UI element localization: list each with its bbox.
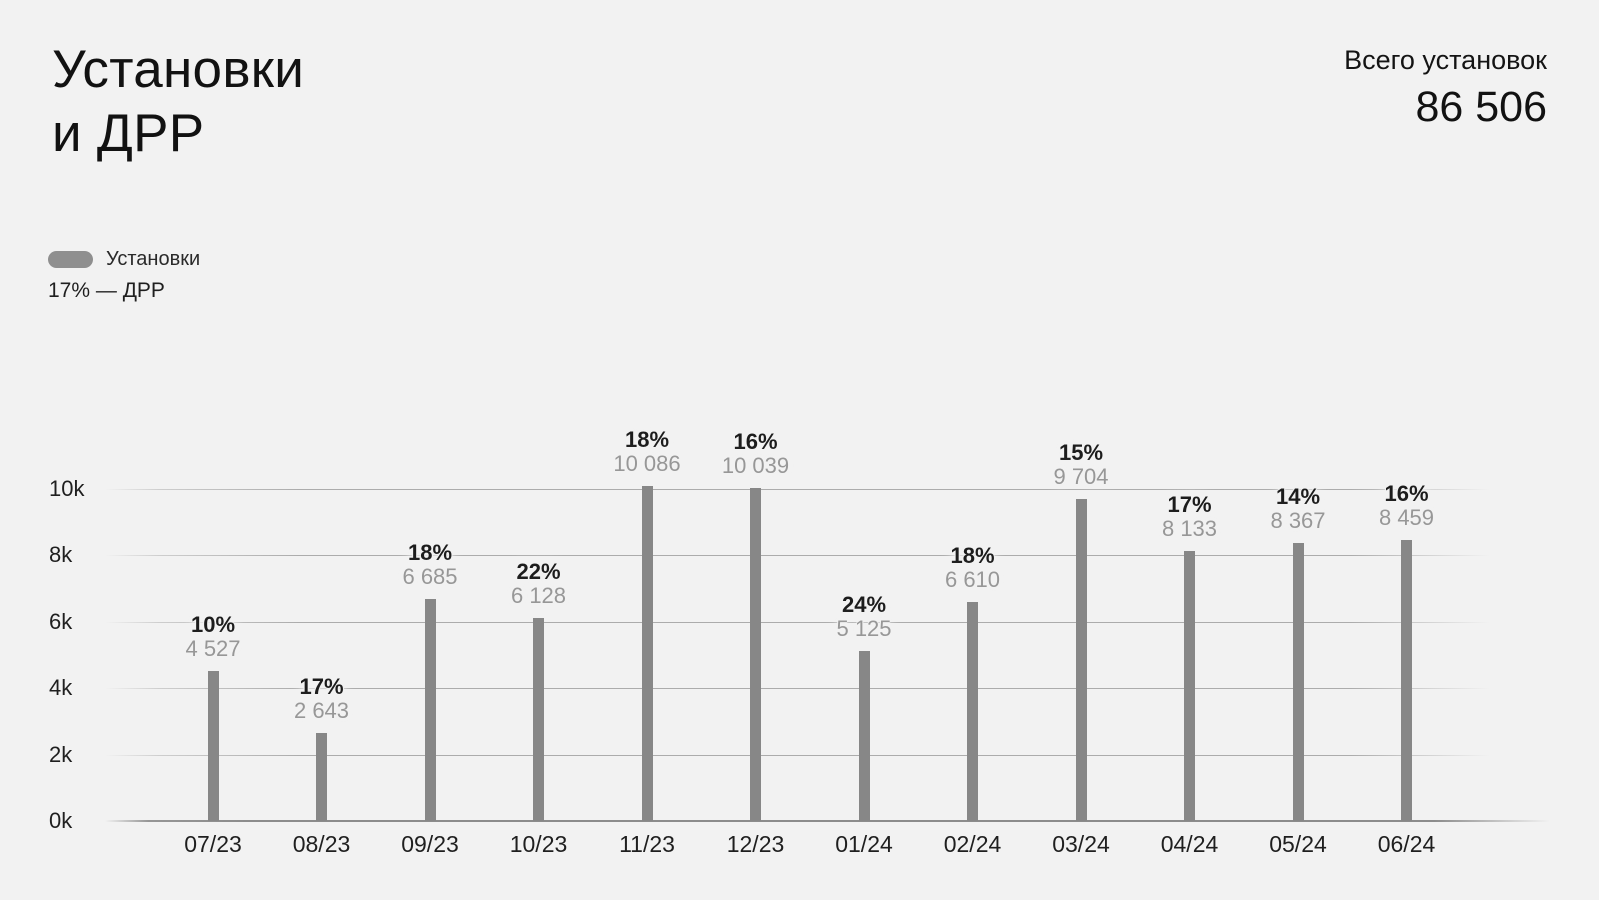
legend: Установки 17% — ДРР bbox=[48, 248, 200, 303]
y-axis-tick-label: 0k bbox=[49, 808, 73, 833]
bar bbox=[1401, 540, 1412, 821]
y-axis-tick-label: 4k bbox=[49, 675, 73, 701]
x-axis-tick-label: 08/23 bbox=[292, 831, 351, 857]
bar-value-label: 9 704 bbox=[1053, 463, 1109, 489]
bar bbox=[641, 486, 653, 821]
x-axis-tick-label: 12/23 bbox=[726, 831, 785, 857]
bar-percent-label: 22% bbox=[516, 558, 561, 584]
bar-percent-label: 16% bbox=[1384, 481, 1429, 507]
y-axis-tick-label: 8k bbox=[49, 542, 73, 568]
total-installs-label: Всего установок bbox=[1344, 45, 1547, 75]
bar-value-label: 8 367 bbox=[1270, 508, 1326, 534]
total-installs-value: 86 506 bbox=[1415, 83, 1547, 131]
bar-value-label: 6 610 bbox=[944, 566, 1001, 592]
bar-value-label: 10 039 bbox=[721, 452, 790, 478]
bar bbox=[858, 650, 870, 821]
legend-drr-label: 17% — ДРР bbox=[48, 279, 165, 302]
y-axis-tick-label: 10k bbox=[49, 476, 85, 501]
x-axis-tick-label: 01/24 bbox=[835, 831, 893, 857]
total-installs: Всего установок 86 506 bbox=[1344, 44, 1547, 130]
legend-installs-row: Установки bbox=[48, 248, 200, 270]
bar-percent-label: 16% bbox=[733, 428, 778, 454]
bar-label: 18% 6 685 bbox=[330, 541, 530, 589]
y-axis-tick-label: 2k bbox=[49, 741, 73, 767]
bar-percent-label: 18% bbox=[407, 540, 453, 566]
gridline bbox=[105, 754, 1490, 756]
bar-value-label: 6 685 bbox=[402, 564, 458, 590]
bar-percent-label: 18% bbox=[624, 427, 670, 453]
bar-value-label: 5 125 bbox=[836, 615, 892, 641]
bar-value-label: 4 527 bbox=[185, 635, 241, 661]
legend-installs-label: Установки bbox=[106, 247, 201, 270]
bar bbox=[1184, 550, 1195, 821]
bar-label: 16% 10 039 bbox=[656, 428, 856, 478]
bar-label: 24% 5 125 bbox=[764, 591, 964, 641]
bar bbox=[424, 599, 436, 821]
x-axis-tick-label: 10/23 bbox=[509, 831, 568, 857]
bar-label: 16% 8 459 bbox=[1307, 482, 1507, 530]
bar-percent-label: 18% bbox=[950, 542, 995, 568]
bar-percent-label: 24% bbox=[841, 591, 887, 617]
bar-value-label: 8 459 bbox=[1378, 505, 1435, 531]
x-axis-tick-label: 07/23 bbox=[184, 831, 242, 857]
page-title: Установки и ДРР bbox=[52, 40, 305, 163]
bar-label: 17% 2 643 bbox=[222, 675, 422, 723]
bar-value-label: 2 643 bbox=[293, 698, 350, 724]
x-axis-tick-label: 02/24 bbox=[943, 831, 1002, 857]
bar-value-label: 10 086 bbox=[613, 451, 681, 477]
bar-percent-label: 17% bbox=[1167, 491, 1212, 517]
x-axis-tick-label: 11/23 bbox=[619, 831, 675, 857]
bar bbox=[207, 670, 219, 821]
gridline bbox=[105, 489, 1490, 490]
bar-label: 17% 8 133 bbox=[1090, 491, 1290, 541]
y-axis-tick-label: 6k bbox=[49, 608, 73, 634]
x-axis-tick-label: 03/24 bbox=[1052, 831, 1110, 857]
bar bbox=[533, 617, 544, 821]
bar-value-label: 8 133 bbox=[1161, 515, 1218, 541]
installs-legend-swatch bbox=[48, 250, 93, 268]
bar-percent-label: 17% bbox=[299, 674, 344, 700]
x-axis-tick-label: 05/24 bbox=[1269, 831, 1327, 857]
gridline bbox=[105, 688, 1490, 690]
bar bbox=[750, 487, 761, 821]
bar bbox=[1075, 498, 1087, 821]
bar-value-label: 6 128 bbox=[510, 582, 567, 608]
bar bbox=[967, 601, 978, 821]
bar bbox=[1292, 543, 1304, 821]
x-axis-line bbox=[105, 820, 1550, 822]
bar-label: 18% 6 610 bbox=[873, 542, 1073, 592]
bar-label: 18% 10 086 bbox=[547, 428, 747, 476]
bar-percent-label: 15% bbox=[1058, 439, 1104, 465]
gridline bbox=[105, 621, 1490, 623]
bar-label: 22% 6 128 bbox=[439, 558, 639, 608]
bar-label: 15% 9 704 bbox=[981, 439, 1181, 489]
bar-percent-label: 10% bbox=[190, 611, 236, 637]
bar-label: 10% 4 527 bbox=[113, 611, 313, 661]
bar bbox=[316, 733, 327, 821]
bar-percent-label: 14% bbox=[1275, 484, 1321, 510]
x-axis-tick-label: 06/24 bbox=[1377, 831, 1436, 857]
gridline bbox=[105, 555, 1490, 557]
bar-label: 14% 8 367 bbox=[1198, 485, 1398, 533]
x-axis-tick-label: 04/24 bbox=[1160, 831, 1219, 857]
x-axis-tick-label: 09/23 bbox=[401, 831, 459, 857]
